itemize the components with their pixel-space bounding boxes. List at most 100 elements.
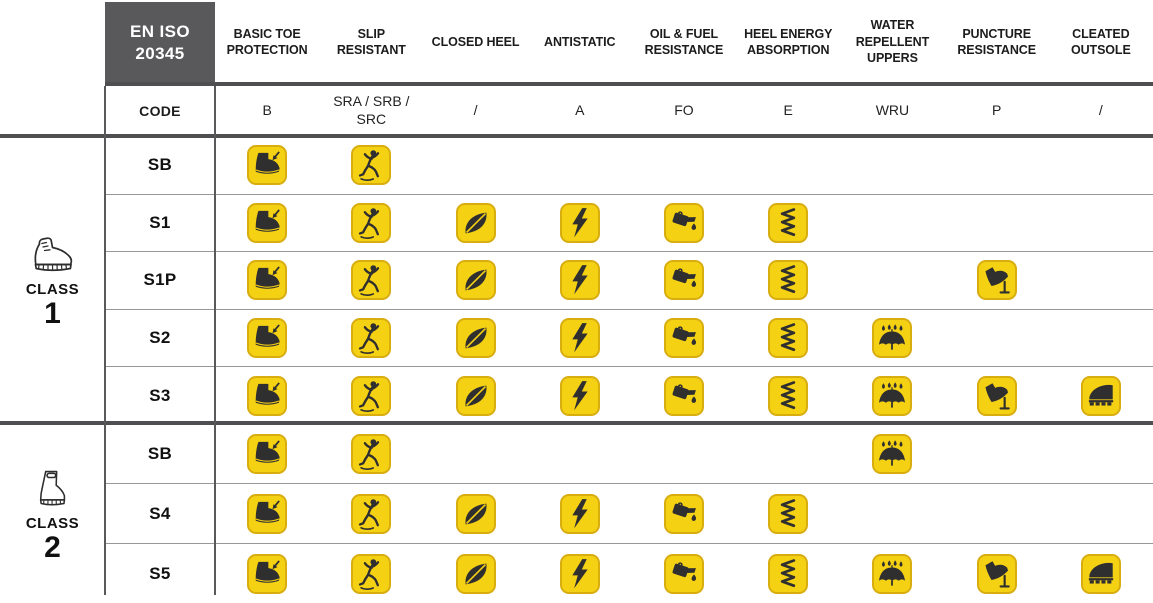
feature-cell xyxy=(1049,553,1153,594)
antistatic-icon xyxy=(559,202,600,243)
rating-label: S5 xyxy=(149,563,171,583)
rating-row-sb: SB xyxy=(105,137,1153,194)
class-group-1: CLASS 1 SB S1 S1P S2 S3 xyxy=(0,137,1153,424)
column-code: A xyxy=(575,101,585,118)
feature-cell xyxy=(632,260,736,301)
column-code: FO xyxy=(674,101,694,118)
feature-cell xyxy=(840,433,944,474)
feature-cell xyxy=(736,375,840,416)
antistatic-icon xyxy=(559,260,600,301)
closed-heel-icon xyxy=(455,202,496,243)
feature-cell xyxy=(215,260,319,301)
header-columns: BASIC TOE PROTECTION SLIP RESISTANT CLOSED… xyxy=(215,0,1153,84)
rating-row-s3: S3 xyxy=(105,366,1153,424)
feature-cell xyxy=(632,318,736,359)
feature-cell xyxy=(840,375,944,416)
heel-energy-absorption-icon xyxy=(768,202,809,243)
feature-cell xyxy=(319,202,423,243)
toe-protection-icon xyxy=(247,375,288,416)
rating-row-s4: S4 xyxy=(105,483,1153,543)
column-header: PUNCTURE RESISTANCE xyxy=(957,26,1036,58)
feature-cell xyxy=(215,433,319,474)
oil-fuel-resistance-icon xyxy=(663,493,704,534)
oil-fuel-resistance-icon xyxy=(663,318,704,359)
toe-protection-icon xyxy=(247,145,288,186)
feature-cell xyxy=(319,145,423,186)
slip-resistant-icon xyxy=(351,433,392,474)
feature-cell xyxy=(736,493,840,534)
rating-row-sb: SB xyxy=(105,424,1153,483)
rating-label: S1 xyxy=(149,212,171,232)
code-label: CODE xyxy=(139,102,181,119)
rating-label: S1P xyxy=(143,270,177,290)
feature-cell xyxy=(319,493,423,534)
oil-fuel-resistance-icon xyxy=(663,375,704,416)
column-header: CLEATED OUTSOLE xyxy=(1070,26,1131,58)
class-group-2: CLASS 2 SB S4 S5 xyxy=(0,424,1153,603)
toe-protection-icon xyxy=(247,260,288,301)
rating-label: S4 xyxy=(149,503,171,523)
heel-energy-absorption-icon xyxy=(768,375,809,416)
feature-cell xyxy=(528,260,632,301)
column-code: E xyxy=(783,101,793,118)
oil-fuel-resistance-icon xyxy=(663,260,704,301)
feature-cell xyxy=(423,318,527,359)
class-number: 1 xyxy=(44,297,61,331)
heel-energy-absorption-icon xyxy=(768,493,809,534)
slip-resistant-icon xyxy=(351,553,392,594)
column-code: / xyxy=(473,101,478,118)
feature-cell xyxy=(736,553,840,594)
table-body: CLASS 1 SB S1 S1P S2 S3 xyxy=(0,137,1153,603)
slip-resistant-icon xyxy=(351,202,392,243)
column-header: HEEL ENERGY ABSORPTION xyxy=(744,26,833,58)
oil-fuel-resistance-icon xyxy=(663,202,704,243)
heel-energy-absorption-icon xyxy=(768,318,809,359)
column-header: BASIC TOE PROTECTION xyxy=(226,26,308,58)
slip-resistant-icon xyxy=(351,375,392,416)
feature-cell xyxy=(528,553,632,594)
class-rows: SB S4 S5 xyxy=(105,424,1153,603)
class-rows: SB S1 S1P S2 S3 xyxy=(105,137,1153,424)
water-repellent-uppers-icon xyxy=(872,375,913,416)
feature-cell xyxy=(945,553,1049,594)
column-header: SLIP RESISTANT xyxy=(336,26,406,58)
feature-cell xyxy=(215,553,319,594)
feature-cell xyxy=(632,493,736,534)
closed-heel-icon xyxy=(455,375,496,416)
feature-cell xyxy=(945,260,1049,301)
toe-protection-icon xyxy=(247,202,288,243)
feature-cell xyxy=(423,553,527,594)
column-rule xyxy=(104,86,106,595)
feature-cell xyxy=(736,260,840,301)
feature-cell xyxy=(423,260,527,301)
standard-line2: 20345 xyxy=(135,44,185,63)
feature-cell xyxy=(528,318,632,359)
feature-cell xyxy=(215,145,319,186)
water-repellent-uppers-icon xyxy=(872,553,913,594)
feature-cell xyxy=(423,493,527,534)
cleated-outsole-icon xyxy=(1080,553,1121,594)
antistatic-icon xyxy=(559,375,600,416)
rating-label: S3 xyxy=(149,385,171,405)
column-code: P xyxy=(991,101,1002,118)
feature-cell xyxy=(319,553,423,594)
hiking-boot-icon xyxy=(25,234,81,276)
rubber-boot-icon xyxy=(32,466,74,510)
feature-cell xyxy=(319,375,423,416)
cleated-outsole-icon xyxy=(1080,375,1121,416)
rating-label: S2 xyxy=(149,328,171,348)
antistatic-icon xyxy=(559,493,600,534)
oil-fuel-resistance-icon xyxy=(663,553,704,594)
slip-resistant-icon xyxy=(351,260,392,301)
column-header: CLOSED HEEL xyxy=(431,34,520,49)
feature-cell xyxy=(632,553,736,594)
closed-heel-icon xyxy=(455,318,496,359)
toe-protection-icon xyxy=(247,553,288,594)
rating-row-s5: S5 xyxy=(105,543,1153,603)
feature-cell xyxy=(1049,375,1153,416)
closed-heel-icon xyxy=(455,493,496,534)
closed-heel-icon xyxy=(455,260,496,301)
class-label: CLASS xyxy=(25,515,80,533)
slip-resistant-icon xyxy=(351,145,392,186)
